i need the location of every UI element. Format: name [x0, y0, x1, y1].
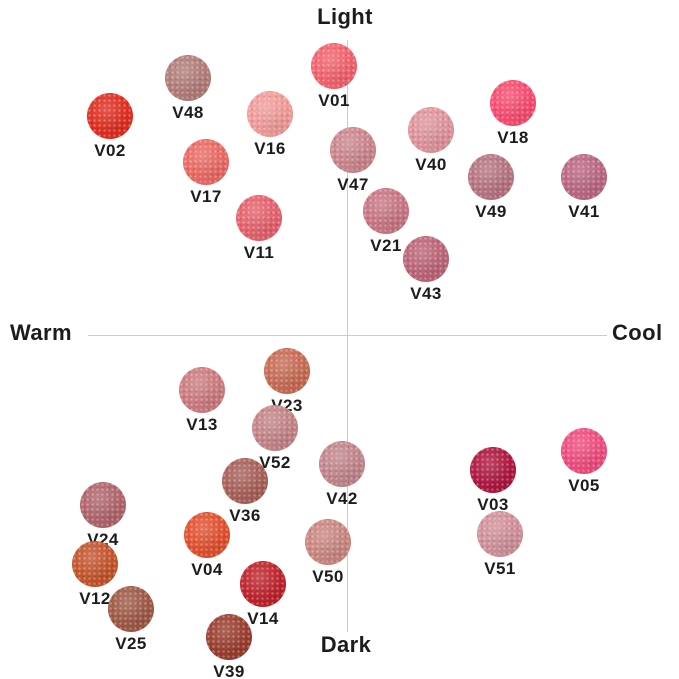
shade-point-V17: V17	[183, 139, 229, 207]
shade-swatch	[87, 93, 133, 139]
shade-label: V49	[475, 202, 507, 221]
shade-swatch	[240, 561, 286, 607]
shade-label: V48	[172, 103, 204, 122]
shade-point-V12: V12	[72, 541, 118, 609]
light-dark-axis-line	[347, 40, 348, 632]
shade-point-V18: V18	[490, 80, 536, 148]
shade-point-V50: V50	[305, 519, 351, 587]
shade-point-V36: V36	[222, 458, 268, 526]
shade-point-V03: V03	[470, 447, 516, 515]
shade-swatch	[305, 519, 351, 565]
shade-label: V12	[79, 589, 111, 608]
shade-swatch	[206, 614, 252, 660]
shade-point-V39: V39	[206, 614, 252, 679]
shade-label: V36	[229, 506, 261, 525]
shade-label: V04	[191, 560, 223, 579]
shade-swatch	[247, 91, 293, 137]
shade-point-V11: V11	[236, 195, 282, 263]
shade-label: V16	[254, 139, 286, 158]
axis-label-cool: Cool	[612, 320, 663, 345]
shade-swatch	[403, 236, 449, 282]
shade-swatch	[183, 139, 229, 185]
shade-swatch	[408, 107, 454, 153]
shade-point-V23: V23	[264, 348, 310, 416]
shade-point-V01: V01	[311, 43, 357, 111]
shade-label: V05	[568, 476, 600, 495]
shade-swatch	[165, 55, 211, 101]
shade-point-V16: V16	[247, 91, 293, 159]
shade-swatch	[179, 367, 225, 413]
shade-label: V03	[477, 495, 509, 514]
shade-swatch	[252, 405, 298, 451]
shade-point-V52: V52	[252, 405, 298, 473]
shade-label: V52	[259, 453, 291, 472]
shade-point-V25: V25	[108, 586, 154, 654]
shade-label: V01	[318, 91, 350, 110]
shade-point-V24: V24	[80, 482, 126, 550]
shade-swatch	[363, 188, 409, 234]
shade-point-V43: V43	[403, 236, 449, 304]
axis-label-warm: Warm	[10, 320, 72, 345]
shade-swatch	[236, 195, 282, 241]
shade-swatch	[470, 447, 516, 493]
shade-point-V14: V14	[240, 561, 286, 629]
shade-label: V11	[243, 243, 275, 262]
shade-point-V21: V21	[363, 188, 409, 256]
shade-swatch	[319, 441, 365, 487]
shade-point-V40: V40	[408, 107, 454, 175]
shade-swatch	[561, 428, 607, 474]
shade-swatch	[184, 512, 230, 558]
shade-swatch	[468, 154, 514, 200]
shade-label: V25	[115, 634, 147, 653]
shade-label: V51	[484, 559, 516, 578]
shade-label: V02	[94, 141, 126, 160]
shade-label: V50	[312, 567, 344, 586]
shade-swatch	[477, 511, 523, 557]
shade-label: V39	[213, 662, 245, 679]
shade-point-V49: V49	[468, 154, 514, 222]
shade-label: V40	[415, 155, 447, 174]
shade-swatch	[72, 541, 118, 587]
axis-label-light: Light	[317, 4, 373, 29]
shade-label: V17	[190, 187, 222, 206]
shade-point-V48: V48	[165, 55, 211, 123]
shade-point-V05: V05	[561, 428, 607, 496]
shade-label: V13	[186, 415, 218, 434]
axis-label-dark: Dark	[320, 632, 372, 657]
shade-point-V13: V13	[179, 367, 225, 435]
shade-label: V18	[497, 128, 529, 147]
shade-label: V41	[568, 202, 600, 221]
shade-label: V47	[337, 175, 369, 194]
shade-swatch	[561, 154, 607, 200]
shade-swatch	[108, 586, 154, 632]
shade-point-V47: V47	[330, 127, 376, 195]
shade-label: V14	[247, 609, 279, 628]
shade-swatch	[80, 482, 126, 528]
shade-label: V43	[410, 284, 442, 303]
shade-swatch	[222, 458, 268, 504]
shade-swatch	[264, 348, 310, 394]
shade-point-V51: V51	[477, 511, 523, 579]
shade-swatch	[490, 80, 536, 126]
shade-point-V04: V04	[184, 512, 230, 580]
shade-point-V42: V42	[319, 441, 365, 509]
shade-label: V42	[326, 489, 358, 508]
shade-point-V02: V02	[87, 93, 133, 161]
shade-swatch	[330, 127, 376, 173]
shade-point-V41: V41	[561, 154, 607, 222]
shade-label: V21	[370, 236, 402, 255]
shade-swatch	[311, 43, 357, 89]
